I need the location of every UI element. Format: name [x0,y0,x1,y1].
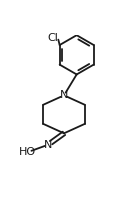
Text: Cl: Cl [48,33,59,43]
Text: N: N [60,90,68,100]
Text: HO: HO [19,147,36,157]
Text: N: N [44,140,52,150]
